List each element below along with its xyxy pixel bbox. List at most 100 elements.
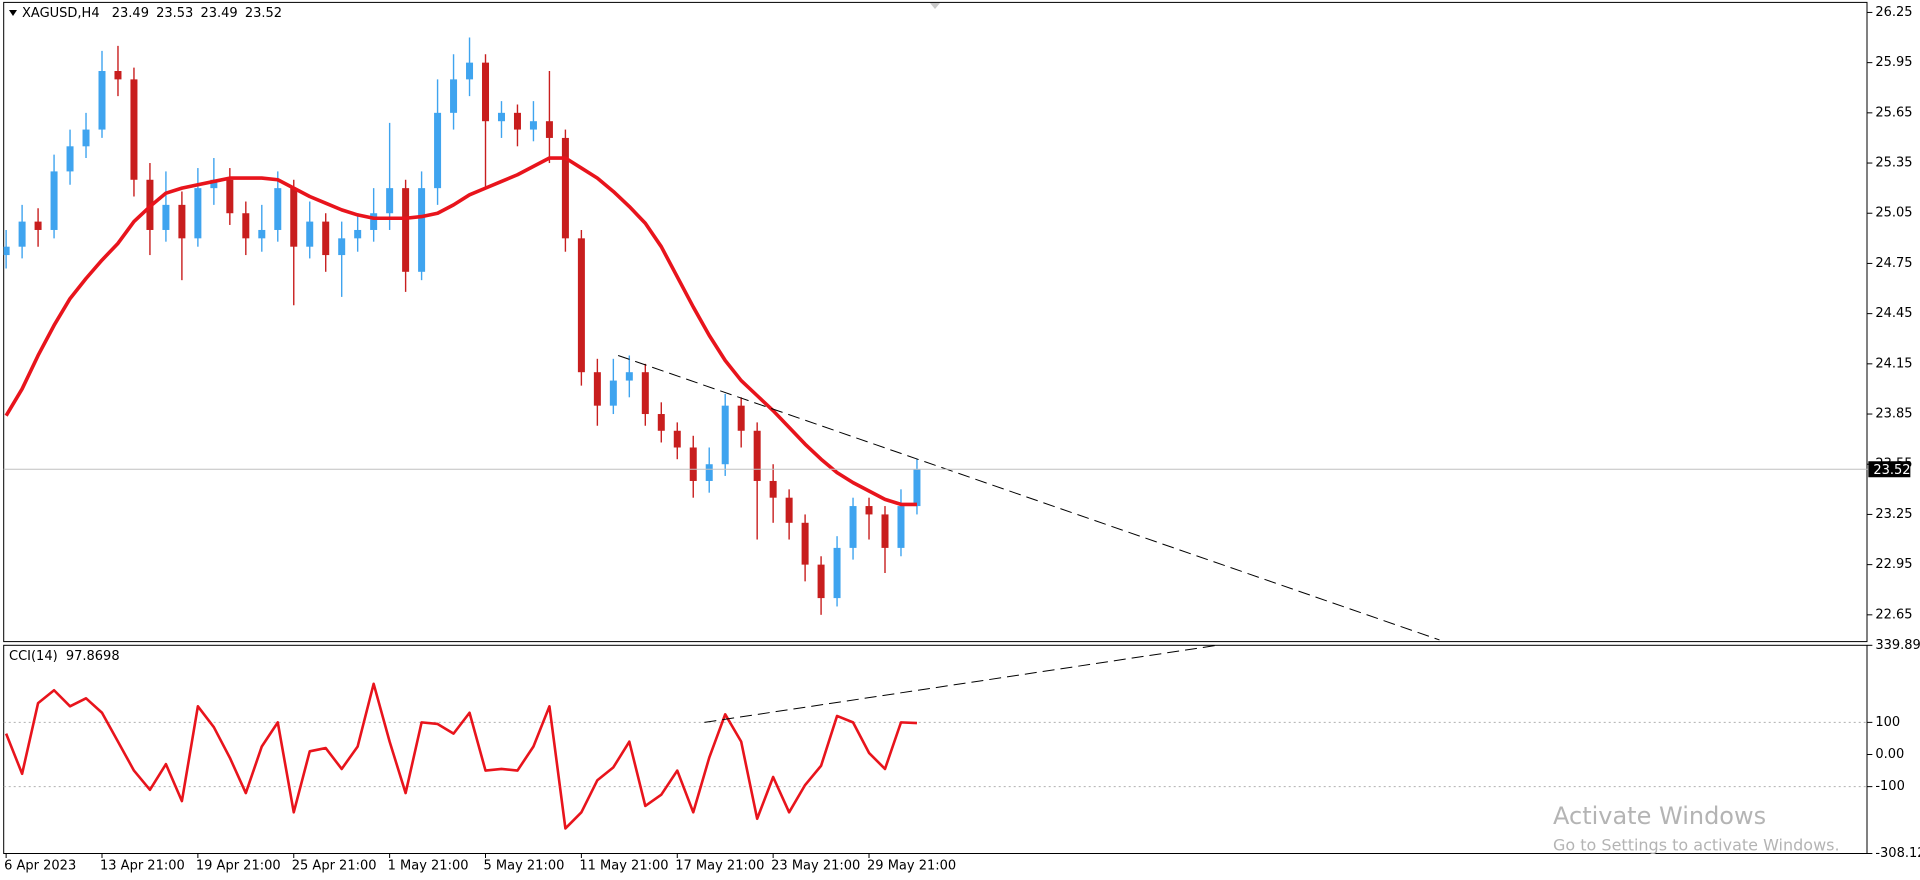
symbol: XAGUSD,H4 [22, 6, 100, 21]
y-tick-label: 24.45 [1875, 306, 1912, 321]
candle-body [3, 246, 10, 256]
candle-body [418, 188, 426, 272]
x-tick-label: 19 Apr 21:00 [196, 859, 281, 874]
candle-body [274, 188, 282, 230]
candle-body [497, 112, 505, 122]
open-price: 23.49 [112, 6, 149, 21]
x-tick-label: 29 May 21:00 [867, 859, 956, 874]
current-price-label: 23.52 [1873, 463, 1910, 478]
candle-body [450, 79, 458, 113]
y-tick-label: 24.75 [1875, 256, 1912, 271]
candle-body [210, 179, 218, 189]
y-tick-label: -100 [1875, 779, 1905, 794]
close-price: 23.52 [245, 6, 282, 21]
y-tick-label: 0.00 [1875, 747, 1904, 762]
candle-body [817, 564, 825, 599]
y-tick-label: 25.05 [1875, 206, 1912, 221]
candle-body [466, 62, 474, 80]
candle-body [130, 79, 138, 180]
candle-body [561, 137, 569, 239]
y-tick-label: 23.85 [1875, 407, 1912, 422]
candle-body [641, 372, 649, 415]
candle-body [657, 414, 665, 431]
candle-body [434, 112, 442, 189]
candle-body [258, 229, 266, 239]
plot-area [3, 645, 1868, 830]
candle-body [753, 430, 761, 481]
candle-body [769, 480, 777, 498]
candle-body [865, 506, 873, 515]
candle-body [18, 221, 26, 247]
candle-body [386, 188, 394, 214]
x-tick-label: 11 May 21:00 [579, 859, 668, 874]
x-tick-label: 5 May 21:00 [484, 859, 565, 874]
cci-title: CCI(14) [9, 649, 58, 664]
current-price-box [1868, 461, 1911, 478]
candle-body [114, 71, 122, 80]
y-tick-label: 24.15 [1875, 356, 1912, 371]
y-tick-label: 25.95 [1875, 55, 1912, 70]
candle-body [370, 213, 378, 230]
candle-body [849, 506, 857, 548]
trendline [704, 645, 1218, 723]
x-tick-label: 17 May 21:00 [675, 859, 764, 874]
candle-body [322, 221, 330, 256]
high-price: 23.53 [156, 6, 193, 21]
candle-body [881, 514, 889, 548]
candle-body [785, 497, 793, 523]
low-price: 23.49 [200, 6, 237, 21]
candle-body [50, 171, 58, 230]
candle-body [737, 405, 745, 431]
cci-header: CCI(14) 97.8698 [9, 649, 120, 664]
cci-panel [3, 644, 1868, 854]
candle-body [529, 121, 537, 130]
candle-body [913, 469, 921, 507]
candle-body [625, 372, 633, 381]
y-tick-label: 26.25 [1875, 5, 1912, 20]
candle-body [34, 221, 42, 230]
y-tick-label: 25.65 [1875, 105, 1912, 120]
candle-body [577, 238, 585, 373]
y-tick-label: -308.127 [1875, 846, 1920, 861]
x-tick-label: 25 Apr 21:00 [292, 859, 377, 874]
candle-body [673, 430, 681, 448]
candle-body [226, 179, 234, 214]
watermark-title: Activate Windows [1553, 802, 1766, 830]
header: XAGUSD,H4 23.49 23.53 23.49 23.52 [22, 6, 282, 21]
candle-body [609, 380, 617, 406]
y-tick-label: 339.893 [1875, 638, 1920, 653]
candle-body [178, 204, 186, 239]
candle-body [338, 238, 346, 256]
candle-body [545, 121, 553, 138]
candle-body [66, 146, 74, 172]
y-tick-label: 22.95 [1875, 557, 1912, 572]
x-tick-label: 23 May 21:00 [771, 859, 860, 874]
plot-area [3, 37, 1440, 641]
shift-marker [930, 3, 940, 9]
candle-body [98, 71, 106, 130]
candle-body [242, 213, 250, 239]
candle-body [402, 188, 410, 272]
y-tick-label: 22.65 [1875, 607, 1912, 622]
candle-body [897, 506, 905, 548]
candle-body [593, 372, 601, 406]
y-tick-label: 25.35 [1875, 156, 1912, 171]
main-panel [3, 1, 1868, 643]
y-tick-label: 100 [1875, 715, 1900, 730]
candle-body [482, 62, 490, 122]
candle-body [721, 405, 729, 465]
candle-body [290, 188, 298, 247]
watermark-subtitle: Go to Settings to activate Windows. [1553, 836, 1840, 855]
candle-body [801, 522, 809, 565]
candle-body [82, 129, 90, 147]
x-tick-label: 13 Apr 21:00 [100, 859, 185, 874]
trendline [617, 354, 1440, 641]
y-tick-label: 23.25 [1875, 507, 1912, 522]
symbol-marker [9, 10, 17, 16]
candle-body [705, 464, 713, 481]
candle-body [162, 204, 170, 230]
candle-body [689, 447, 697, 481]
